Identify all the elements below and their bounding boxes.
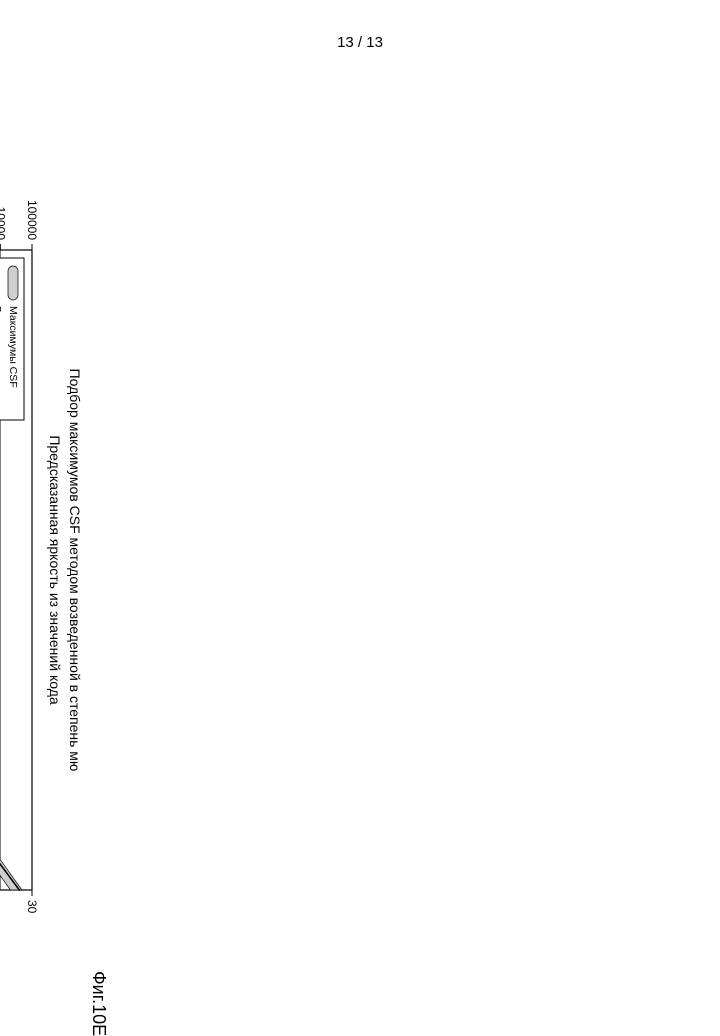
page: 13 / 13 Подбор максимумов CSF методом во…: [0, 0, 720, 999]
svg-text:Подбор максимумов CSF методом: Подбор максимумов CSF методом возведенно…: [67, 369, 83, 772]
svg-text:100000: 100000: [25, 200, 39, 240]
svg-text:Предсказанная яркость из значе: Предсказанная яркость из значений кода: [47, 435, 63, 705]
chart-container: Подбор максимумов CSF методом возведенно…: [0, 140, 92, 960]
page-number: 13 / 13: [0, 34, 720, 51]
svg-text:30: 30: [25, 900, 39, 914]
svg-text:10000: 10000: [0, 207, 7, 241]
svg-text:Максимумы CSF: Максимумы CSF: [7, 306, 19, 388]
svg-text:Возведенная: Возведенная: [0, 306, 3, 370]
luminance-error-chart: Подбор максимумов CSF методом возведенно…: [0, 140, 92, 960]
figure-reference: Фиг.10E: [88, 971, 109, 1036]
